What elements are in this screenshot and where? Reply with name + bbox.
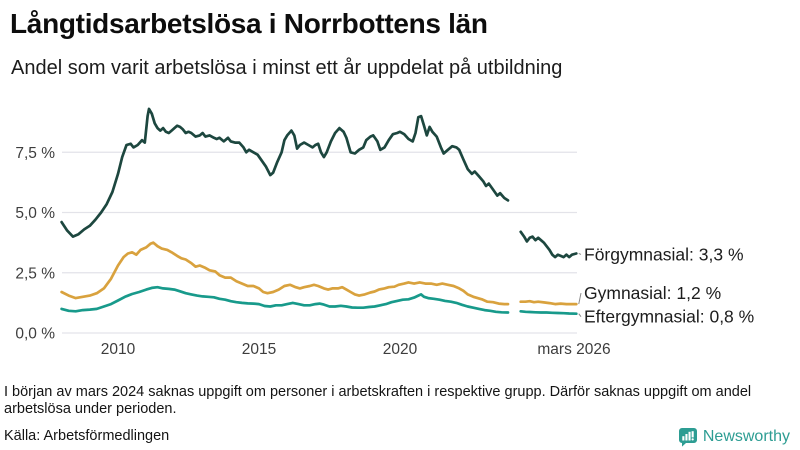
page-subtitle: Andel som varit arbetslösa i minst ett å…: [11, 57, 563, 79]
source-credit: Källa: Arbetsförmedlingen: [4, 428, 170, 444]
x-tick-label: mars 2026: [537, 341, 610, 358]
series-line-eftergymnasial: [60, 285, 510, 314]
series-line-gymnasial: [60, 241, 510, 306]
series-line-eftergymnasial: [519, 309, 578, 316]
series-end-label-eftergymnasial: Eftergymnasial: 0,8 %: [584, 307, 754, 327]
newsworthy-bubble-chart-icon: [678, 428, 697, 447]
x-tick-label: 2010: [101, 341, 136, 358]
series-line-gymnasial: [519, 299, 578, 306]
y-tick-label: 7,5 %: [15, 145, 55, 162]
label-connector: [578, 253, 582, 255]
series-line-förgymnasial: [519, 230, 578, 259]
series-end-label-förgymnasial: Förgymnasial: 3,3 %: [584, 244, 744, 264]
newsworthy-logo: Newsworthy: [678, 427, 790, 447]
footnote: I början av mars 2024 saknas uppgift om …: [4, 384, 752, 418]
x-tick-label: 2015: [242, 341, 276, 358]
brand-name: Newsworthy: [702, 428, 790, 445]
label-connector: [578, 313, 582, 318]
y-tick-label: 0,0 %: [15, 326, 55, 343]
y-tick-label: 5,0 %: [15, 205, 55, 222]
label-connector: [578, 292, 582, 305]
line-chart: 0,0 % 2,5 % 5,0 % 7,5 % 2010 2015 2020 mars 202…: [15, 107, 754, 358]
x-tick-label: 2020: [383, 341, 418, 358]
page-title: Långtidsarbetslösa i Norrbottens län: [10, 8, 488, 39]
series-end-label-gymnasial: Gymnasial: 1,2 %: [584, 283, 721, 303]
series-line-förgymnasial: [60, 107, 510, 238]
y-tick-label: 2,5 %: [15, 265, 55, 282]
